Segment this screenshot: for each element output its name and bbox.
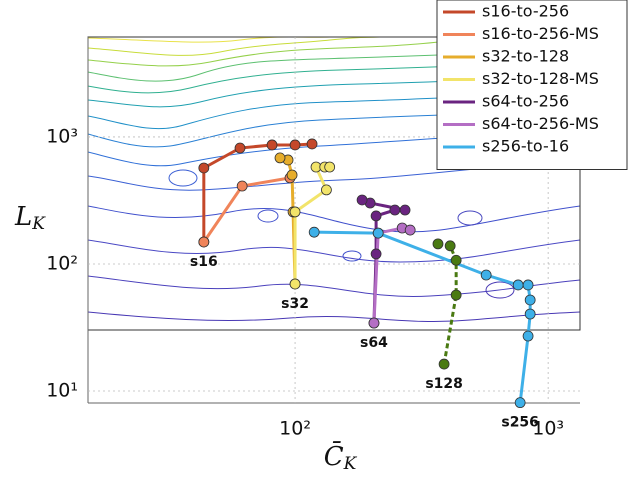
y-tick-label: 10² [46,252,78,274]
point [522,330,534,342]
legend-box [436,0,628,170]
point [370,210,382,222]
legend-label: s16-to-256 [482,2,569,21]
x-tick-label: 10² [279,418,311,440]
point [370,248,382,260]
point [372,227,384,239]
point [522,279,534,291]
point [289,206,301,218]
point [368,317,380,329]
point [286,169,298,181]
y-tick-label: 10¹ [46,380,78,402]
legend-label: s256-to-16 [482,137,569,156]
legend-label: s32-to-128 [482,47,569,66]
point [234,142,246,154]
annotation: s128 [425,376,463,392]
legend-label: s64-to-256-MS [482,114,599,133]
legend-label: s64-to-256 [482,92,569,111]
point [450,254,462,266]
point [438,358,450,370]
point [524,308,536,320]
point [524,294,536,306]
y-tick-label: 10³ [46,125,78,147]
point [399,204,411,216]
point [308,226,320,238]
point [480,269,492,281]
annotation: s64 [360,335,388,351]
annotation: s16 [190,254,218,270]
point [289,278,301,290]
annotation: s32 [281,296,309,312]
point [514,397,526,409]
point [236,180,248,192]
point [512,279,524,291]
point [289,139,301,151]
legend-label: s32-to-128-MS [482,69,599,88]
point [444,240,456,252]
series-line [293,165,330,284]
point [198,236,210,248]
legend-label: s16-to-256-MS [482,24,599,43]
legend: s16-to-256 s16-to-256-MS s32-to-128 s32-to-… [436,0,628,170]
point [324,161,336,173]
annotation: s256 [501,415,539,431]
point [404,224,416,236]
point [321,184,332,196]
point [432,238,444,250]
x-tick-label: 10³ [532,418,564,440]
plot-layer: 10² 10³ 10¹ 10² 10³ s16 s32 s64 s128 s256 [46,37,580,440]
point [356,194,368,206]
point [198,162,210,174]
x-axis-label: C̄K [324,440,358,473]
point [306,138,318,150]
point [450,289,462,301]
point [274,152,286,164]
y-axis-label: LK [14,202,46,234]
point [389,204,401,216]
point [266,139,278,151]
